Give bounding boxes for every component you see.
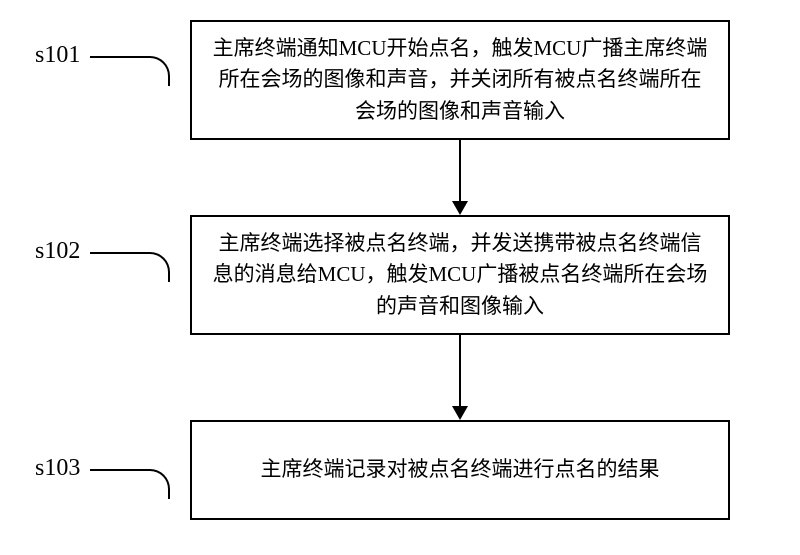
step-box-s102: 主席终端选择被点名终端，并发送携带被点名终端信息的消息给MCU，触发MCU广播被… [190,215,730,335]
step-text-s101: 主席终端通知MCU开始点名，触发MCU广播主席终端所在会场的图像和声音，并关闭所… [212,33,708,128]
step-box-s101: 主席终端通知MCU开始点名，触发MCU广播主席终端所在会场的图像和声音，并关闭所… [190,20,730,140]
connector-s103 [90,469,170,499]
arrow-line-1 [459,140,461,201]
arrow-head-2 [452,406,468,420]
connector-s102 [90,252,170,282]
step-label-s102: s102 [35,238,80,265]
arrow-head-1 [452,201,468,215]
connector-s101 [90,56,170,86]
step-label-s103: s103 [35,455,80,482]
step-text-s103: 主席终端记录对被点名终端进行点名的结果 [261,454,660,486]
step-label-s101: s101 [35,42,80,69]
flowchart-container: s101 主席终端通知MCU开始点名，触发MCU广播主席终端所在会场的图像和声音… [0,0,800,555]
step-text-s102: 主席终端选择被点名终端，并发送携带被点名终端信息的消息给MCU，触发MCU广播被… [212,228,708,323]
arrow-line-2 [459,335,461,406]
step-box-s103: 主席终端记录对被点名终端进行点名的结果 [190,420,730,520]
